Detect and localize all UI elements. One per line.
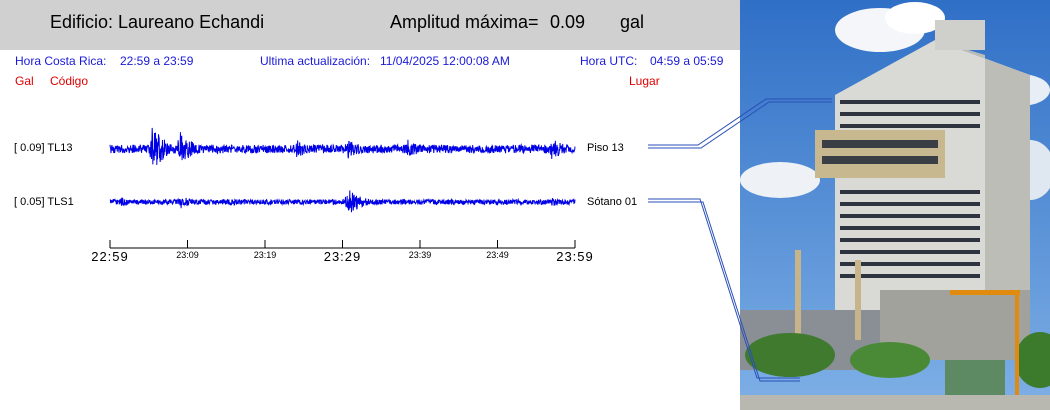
trace-tl13 [109,127,576,165]
x-tick-label: 23:09 [176,250,199,260]
update-label: Ultima actualización: [260,54,371,68]
trace-tls1 [109,190,576,213]
trace-label-tl13: [ 0.09] TL13 [14,142,73,154]
header-bar: Edificio: Laureano Echandi Amplitud máxi… [0,0,740,50]
amplitude-label: Amplitud máxima= [390,12,539,32]
building-photo [740,0,1050,410]
x-tick-label: 23:39 [409,250,432,260]
x-tick-label: 23:29 [324,249,362,264]
gal-column-label: Gal [15,74,34,88]
utc-time-label: Hora UTC: [580,54,638,68]
location-label-sotano01: Sótano 01 [587,196,638,208]
amplitude-unit: gal [620,12,645,32]
x-tick-label: 22:59 [91,249,129,264]
code-column-label: Código [50,74,89,88]
place-column-label: Lugar [629,74,660,88]
cr-time-label: Hora Costa Rica: [15,54,107,68]
building-title: Edificio: Laureano Echandi [50,12,265,32]
seismogram-plot: 22:59 23:09 23:19 23:29 23:39 23:49 23:59 [91,127,594,264]
x-tick-label: 23:59 [556,249,594,264]
amplitude-value: 0.09 [550,12,586,32]
trace-label-tls1: [ 0.05] TLS1 [14,196,74,208]
location-label-piso13: Piso 13 [587,142,624,154]
utc-time-value: 04:59 a 05:59 [650,54,724,68]
x-tick-label: 23:49 [486,250,509,260]
update-value: 11/04/2025 12:00:08 AM [380,54,510,68]
x-tick-label: 23:19 [254,250,277,260]
cr-time-value: 22:59 a 23:59 [120,54,194,68]
